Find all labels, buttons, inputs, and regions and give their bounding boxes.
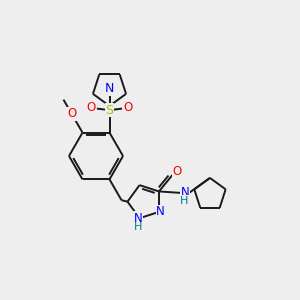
Text: O: O xyxy=(67,107,76,120)
Text: O: O xyxy=(172,165,182,178)
Text: S: S xyxy=(106,103,113,117)
Text: O: O xyxy=(86,101,95,114)
Text: N: N xyxy=(105,82,114,95)
Text: H: H xyxy=(180,196,189,206)
Text: N: N xyxy=(134,212,142,225)
Text: N: N xyxy=(181,186,190,199)
Text: N: N xyxy=(156,206,165,218)
Text: H: H xyxy=(134,222,142,232)
Text: O: O xyxy=(124,101,133,114)
